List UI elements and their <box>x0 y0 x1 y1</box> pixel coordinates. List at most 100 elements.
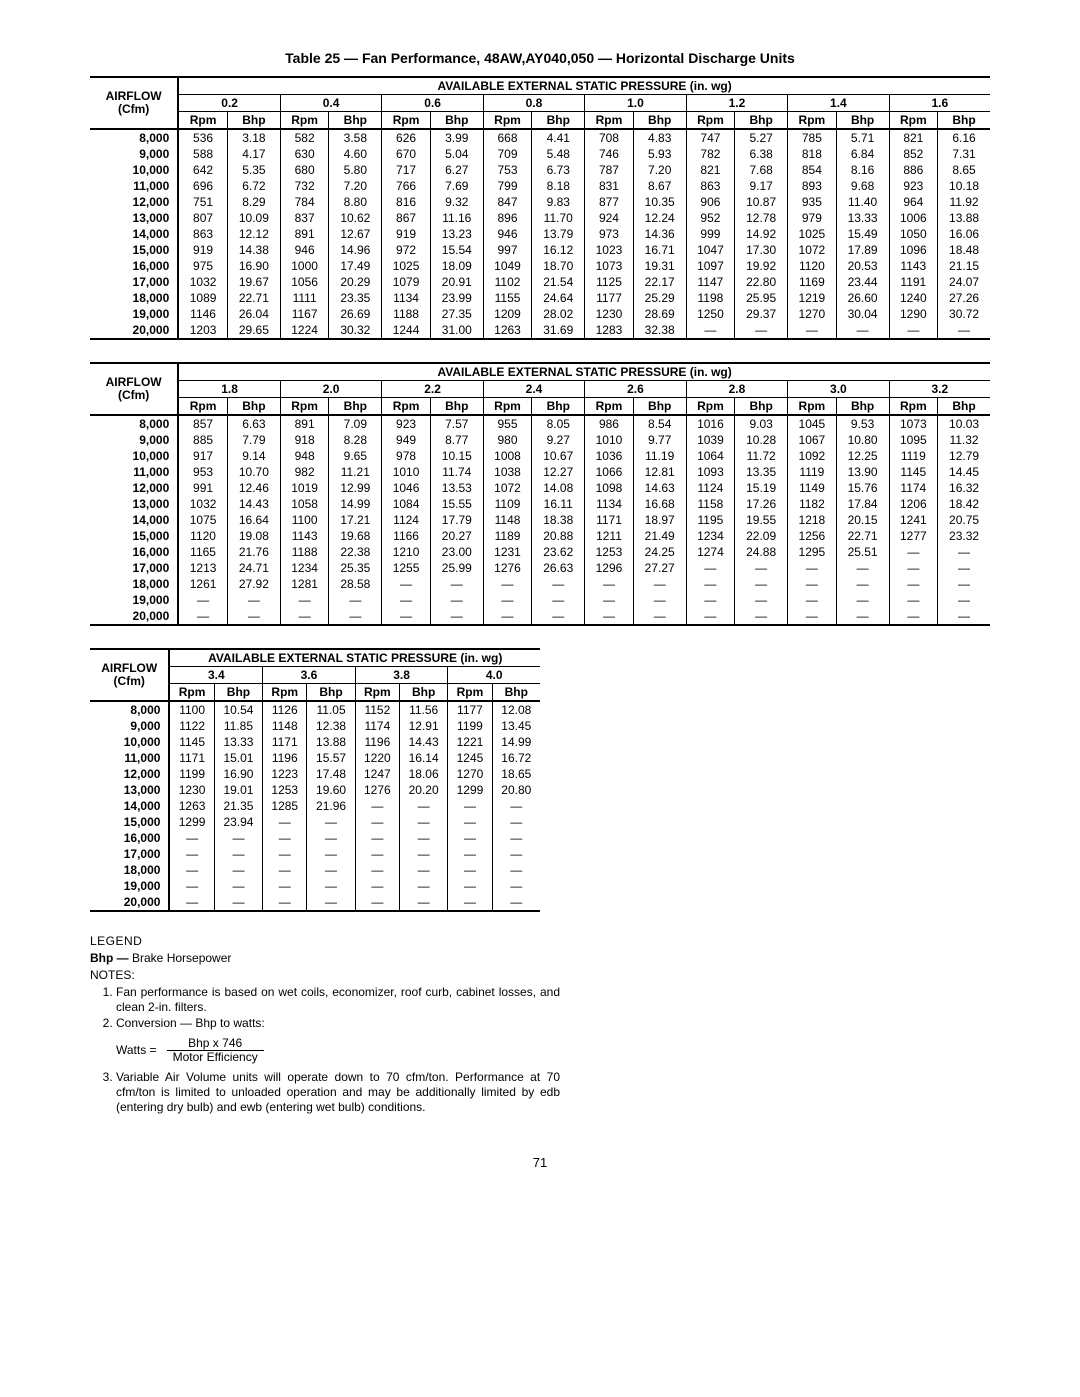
data-cell: 917 <box>178 448 227 464</box>
data-cell: 10.87 <box>735 194 788 210</box>
data-cell: 11.70 <box>532 210 585 226</box>
data-cell: — <box>585 576 633 592</box>
data-cell: 12.91 <box>399 718 447 734</box>
airflow-cell: 8,000 <box>90 129 178 146</box>
data-cell: — <box>889 592 937 608</box>
data-cell: — <box>169 894 214 911</box>
data-cell: 16.90 <box>227 258 280 274</box>
data-cell: 1134 <box>382 290 430 306</box>
data-cell: — <box>492 798 540 814</box>
data-cell: — <box>938 576 990 592</box>
data-cell: 1167 <box>280 306 328 322</box>
data-cell: — <box>788 592 836 608</box>
airflow-cell: 12,000 <box>90 480 178 496</box>
data-cell: — <box>355 830 399 846</box>
pressure-header: 1.0 <box>585 95 686 112</box>
pressure-group-header: AVAILABLE EXTERNAL STATIC PRESSURE (in. … <box>178 77 990 95</box>
data-cell: — <box>532 592 585 608</box>
data-cell: 31.69 <box>532 322 585 339</box>
data-cell: 10.80 <box>836 432 889 448</box>
data-cell: 9.17 <box>735 178 788 194</box>
data-cell: — <box>263 846 307 862</box>
data-cell: 818 <box>788 146 836 162</box>
pressure-header: 1.6 <box>889 95 990 112</box>
airflow-cell: 20,000 <box>90 608 178 625</box>
data-cell: 1075 <box>178 512 227 528</box>
pressure-header: 3.6 <box>263 667 356 684</box>
data-cell: 536 <box>178 129 227 146</box>
table-row: 9,0005884.176304.606705.047095.487465.93… <box>90 146 990 162</box>
data-cell: 3.99 <box>430 129 483 146</box>
data-cell: 582 <box>280 129 328 146</box>
data-cell: 19.08 <box>227 528 280 544</box>
data-cell: 1100 <box>169 701 214 718</box>
data-cell: 10.18 <box>938 178 990 194</box>
sub-header: Bhp <box>430 112 483 130</box>
data-cell: 30.04 <box>836 306 889 322</box>
airflow-cell: 9,000 <box>90 718 169 734</box>
data-cell: — <box>938 608 990 625</box>
data-cell: 1247 <box>355 766 399 782</box>
sub-header: Bhp <box>227 398 280 416</box>
data-cell: 978 <box>382 448 430 464</box>
data-cell: 3.58 <box>329 129 382 146</box>
table-row: 19,000———————— <box>90 878 540 894</box>
data-cell: 20.27 <box>430 528 483 544</box>
data-cell: 12.67 <box>329 226 382 242</box>
table-row: 10,000114513.33117113.88119614.43122114.… <box>90 734 540 750</box>
data-cell: 1016 <box>686 415 734 432</box>
data-cell: 14.43 <box>399 734 447 750</box>
data-cell: 7.79 <box>227 432 280 448</box>
data-cell: 923 <box>382 415 430 432</box>
data-cell: 670 <box>382 146 430 162</box>
data-cell: — <box>169 862 214 878</box>
data-cell: — <box>169 878 214 894</box>
data-cell: 11.72 <box>735 448 788 464</box>
data-cell: 1296 <box>585 560 633 576</box>
data-cell: 16.72 <box>492 750 540 766</box>
data-cell: 1025 <box>382 258 430 274</box>
data-cell: 816 <box>382 194 430 210</box>
data-cell: 1199 <box>169 766 214 782</box>
sub-header: Rpm <box>889 398 937 416</box>
data-cell: 8.67 <box>633 178 686 194</box>
data-cell: 5.27 <box>735 129 788 146</box>
data-cell: — <box>889 608 937 625</box>
data-cell: 29.37 <box>735 306 788 322</box>
data-cell: 28.58 <box>329 576 382 592</box>
data-cell: 785 <box>788 129 836 146</box>
data-cell: 1188 <box>382 306 430 322</box>
airflow-cell: 19,000 <box>90 878 169 894</box>
data-cell: — <box>492 894 540 911</box>
table-row: 17,000———————— <box>90 846 540 862</box>
data-cell: — <box>836 592 889 608</box>
note-3: Variable Air Volume units will operate d… <box>116 1070 560 1115</box>
data-cell: 1230 <box>585 306 633 322</box>
airflow-cell: 15,000 <box>90 242 178 258</box>
data-cell: 16.06 <box>938 226 990 242</box>
data-cell: 680 <box>280 162 328 178</box>
data-cell: 13.33 <box>214 734 262 750</box>
sub-header: Bhp <box>532 112 585 130</box>
table-row: 15,00091914.3894614.9697215.5499716.1210… <box>90 242 990 258</box>
data-cell: 4.60 <box>329 146 382 162</box>
sub-header: Bhp <box>735 112 788 130</box>
data-cell: 708 <box>585 129 633 146</box>
data-cell: — <box>686 592 734 608</box>
data-cell: 863 <box>686 178 734 194</box>
data-cell: — <box>735 322 788 339</box>
data-cell: 1095 <box>889 432 937 448</box>
data-cell: 25.35 <box>329 560 382 576</box>
airflow-cell: 12,000 <box>90 194 178 210</box>
data-cell: 20.20 <box>399 782 447 798</box>
data-cell: 28.69 <box>633 306 686 322</box>
data-cell: — <box>585 592 633 608</box>
data-cell: 14.36 <box>633 226 686 242</box>
table-row: 13,00080710.0983710.6286711.1689611.7092… <box>90 210 990 226</box>
airflow-cell: 16,000 <box>90 544 178 560</box>
data-cell: 12.24 <box>633 210 686 226</box>
data-cell: 9.14 <box>227 448 280 464</box>
data-cell: 1285 <box>263 798 307 814</box>
data-cell: 27.26 <box>938 290 990 306</box>
data-cell: 1155 <box>483 290 531 306</box>
